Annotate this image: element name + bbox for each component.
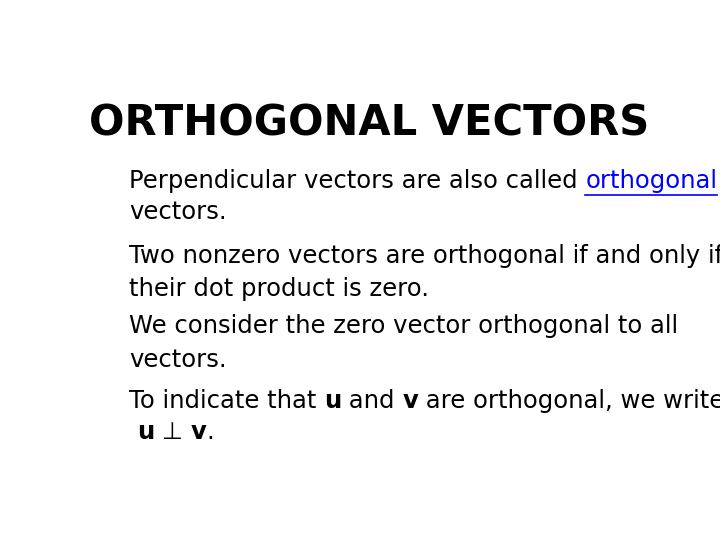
Text: vectors.: vectors.	[129, 200, 227, 224]
Text: v: v	[191, 420, 207, 444]
Text: are orthogonal, we write: are orthogonal, we write	[418, 389, 720, 413]
Text: Two nonzero vectors are orthogonal if and only if
their dot product is zero.: Two nonzero vectors are orthogonal if an…	[129, 244, 720, 301]
Text: and: and	[341, 389, 402, 413]
Text: To indicate that: To indicate that	[129, 389, 324, 413]
Text: v: v	[402, 389, 418, 413]
Text: ORTHOGONAL VECTORS: ORTHOGONAL VECTORS	[89, 102, 649, 144]
Text: We consider the zero vector orthogonal to all
vectors.: We consider the zero vector orthogonal t…	[129, 314, 678, 372]
Text: .: .	[207, 420, 214, 444]
Text: orthogonal: orthogonal	[585, 168, 717, 193]
Text: u: u	[324, 389, 341, 413]
Text: u: u	[137, 420, 154, 444]
Text: Perpendicular vectors are also called: Perpendicular vectors are also called	[129, 168, 585, 193]
Text: ⊥: ⊥	[154, 420, 191, 444]
